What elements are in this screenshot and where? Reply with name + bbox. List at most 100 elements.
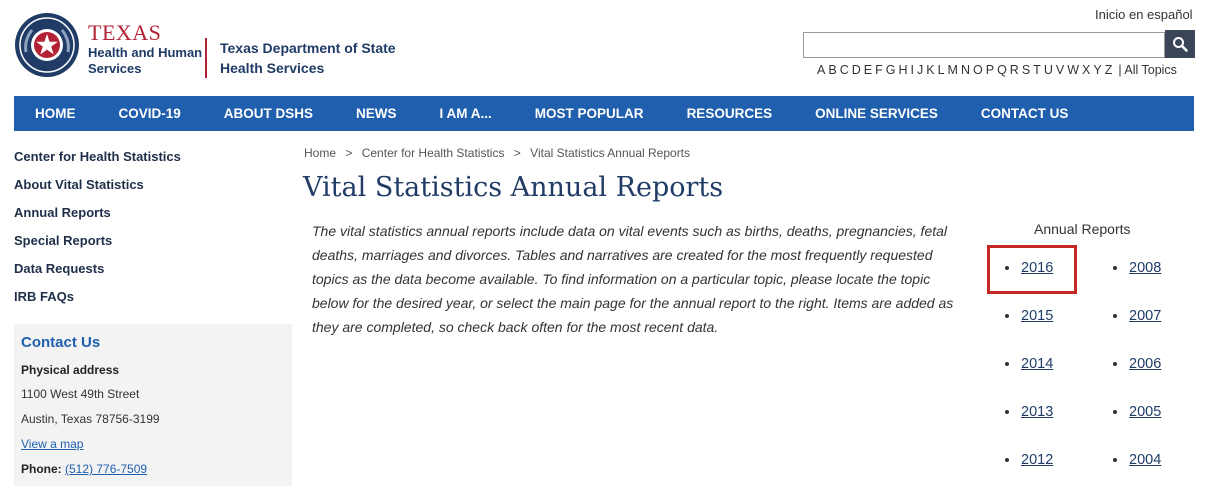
report-link-right-4[interactable]: 2004 — [1129, 452, 1162, 468]
agency-sub-line1: Health and Human — [88, 45, 203, 60]
agency-sub-line2: Services — [88, 61, 142, 76]
nav-home[interactable]: HOME — [35, 106, 76, 121]
az-index: A B C D E F G H I J K L M N O P Q R S T U V W X Y Z | All Topics — [817, 63, 1180, 77]
all-topics-link[interactable]: | All Topics — [1118, 63, 1177, 77]
phone-label: Phone: — [21, 462, 62, 476]
az-letter-z[interactable]: Z — [1104, 63, 1113, 77]
az-letter-c[interactable]: C — [839, 63, 849, 77]
az-letter-f[interactable]: F — [875, 63, 883, 77]
bullet-icon — [1113, 362, 1117, 367]
bullet-icon — [1113, 266, 1117, 271]
address-line1: 1100 West 49th Street — [21, 387, 140, 401]
report-link-left-3[interactable]: 2013 — [1021, 404, 1054, 420]
report-item-left-1: 2015 — [1005, 308, 1053, 324]
bullet-icon — [1113, 458, 1117, 463]
az-letter-m[interactable]: M — [947, 63, 958, 77]
az-letter-t[interactable]: T — [1033, 63, 1041, 77]
az-letter-h[interactable]: H — [898, 63, 908, 77]
breadcrumb-separator: > — [345, 146, 353, 160]
bullet-icon — [1005, 410, 1009, 415]
sidebar-nav: Center for Health Statistics About Vital… — [14, 147, 290, 315]
az-letter-b[interactable]: B — [828, 63, 837, 77]
phone-line: Phone: (512) 776-7509 — [21, 462, 285, 476]
az-letter-j[interactable]: J — [916, 63, 924, 77]
nav-covid[interactable]: COVID-19 — [118, 106, 181, 121]
az-letter-l[interactable]: L — [937, 63, 945, 77]
nav-online-services[interactable]: ONLINE SERVICES — [815, 106, 938, 121]
nav-i-am-a[interactable]: I AM A... — [439, 106, 492, 121]
az-letter-n[interactable]: N — [960, 63, 970, 77]
breadcrumb-center-health-stats[interactable]: Center for Health Statistics — [361, 146, 505, 160]
sidebar-item-irb-faqs[interactable]: IRB FAQs — [14, 289, 74, 304]
az-letter-w[interactable]: W — [1067, 63, 1079, 77]
intro-text: The vital statistics annual reports incl… — [312, 223, 954, 335]
az-letter-p[interactable]: P — [985, 63, 995, 77]
az-letter-x[interactable]: X — [1082, 63, 1091, 77]
report-item-left-3: 2013 — [1005, 404, 1053, 420]
az-letter-g[interactable]: G — [885, 63, 896, 77]
az-letter-a[interactable]: A — [817, 63, 826, 77]
sidebar-item-center-health-stats[interactable]: Center for Health Statistics — [14, 149, 181, 164]
report-item-right-0: 2008 — [1113, 260, 1161, 276]
search-input[interactable] — [803, 32, 1165, 58]
view-map-link[interactable]: View a map — [21, 437, 84, 451]
az-letter-s[interactable]: S — [1021, 63, 1031, 77]
report-link-left-4[interactable]: 2012 — [1021, 452, 1054, 468]
report-item-right-3: 2005 — [1113, 404, 1161, 420]
header-divider — [205, 38, 207, 78]
texas-hhs-logo[interactable] — [14, 12, 80, 78]
dept-line1: Texas Department of State — [220, 40, 396, 56]
sidebar-item-about-vital-stats[interactable]: About Vital Statistics — [14, 177, 144, 192]
report-item-right-1: 2007 — [1113, 308, 1161, 324]
report-item-right-2: 2006 — [1113, 356, 1161, 372]
agency-name[interactable]: TEXAS Health and Human Services — [88, 20, 203, 77]
report-link-left-1[interactable]: 2015 — [1021, 308, 1054, 324]
address-line2: Austin, Texas 78756-3199 — [21, 412, 160, 426]
nav-about-dshs[interactable]: ABOUT DSHS — [223, 106, 314, 121]
report-link-right-3[interactable]: 2005 — [1129, 404, 1162, 420]
page-title: Vital Statistics Annual Reports — [303, 172, 724, 203]
spanish-link[interactable]: Inicio en español — [1095, 7, 1193, 22]
nav-resources[interactable]: RESOURCES — [686, 106, 773, 121]
nav-news[interactable]: NEWS — [356, 106, 397, 121]
report-link-left-2[interactable]: 2014 — [1021, 356, 1054, 372]
sidebar-item-data-requests[interactable]: Data Requests — [14, 261, 105, 276]
bullet-icon — [1005, 458, 1009, 463]
breadcrumb: Home > Center for Health Statistics > Vi… — [304, 146, 690, 160]
phone-link[interactable]: (512) 776-7509 — [65, 462, 148, 476]
bullet-icon — [1005, 314, 1009, 319]
nav-most-popular[interactable]: MOST POPULAR — [534, 106, 644, 121]
az-letter-u[interactable]: U — [1043, 63, 1053, 77]
contact-box: Contact Us Physical address 1100 West 49… — [14, 324, 292, 486]
az-letter-e[interactable]: E — [863, 63, 873, 77]
agency-title: TEXAS — [88, 20, 162, 45]
breadcrumb-separator: > — [513, 146, 521, 160]
az-letter-k[interactable]: K — [926, 63, 935, 77]
az-letter-o[interactable]: O — [972, 63, 983, 77]
bullet-icon — [1005, 362, 1009, 367]
search-icon — [1173, 37, 1188, 52]
sidebar-item-special-reports[interactable]: Special Reports — [14, 233, 113, 248]
az-letter-v[interactable]: V — [1055, 63, 1065, 77]
report-link-right-1[interactable]: 2007 — [1129, 308, 1162, 324]
report-link-right-0[interactable]: 2008 — [1129, 260, 1162, 276]
report-link-right-2[interactable]: 2006 — [1129, 356, 1162, 372]
search-button[interactable] — [1165, 30, 1195, 58]
address-label: Physical address — [21, 363, 120, 377]
az-letter-y[interactable]: Y — [1093, 63, 1102, 77]
az-letter-i[interactable]: I — [910, 63, 914, 77]
sidebar-item-annual-reports[interactable]: Annual Reports — [14, 205, 111, 220]
dept-line2: Health Services — [220, 60, 325, 76]
nav-contact-us[interactable]: CONTACT US — [980, 106, 1069, 121]
bullet-icon — [1113, 410, 1117, 415]
az-letter-r[interactable]: R — [1009, 63, 1019, 77]
department-name[interactable]: Texas Department of State Health Service… — [220, 38, 396, 78]
annual-reports-heading: Annual Reports — [1034, 221, 1131, 237]
az-letter-d[interactable]: D — [851, 63, 861, 77]
report-item-left-4: 2012 — [1005, 452, 1053, 468]
bullet-icon — [1005, 266, 1009, 271]
report-link-left-0[interactable]: 2016 — [1021, 260, 1054, 276]
report-item-right-4: 2004 — [1113, 452, 1161, 468]
az-letter-q[interactable]: Q — [997, 63, 1007, 77]
breadcrumb-home[interactable]: Home — [304, 146, 337, 160]
